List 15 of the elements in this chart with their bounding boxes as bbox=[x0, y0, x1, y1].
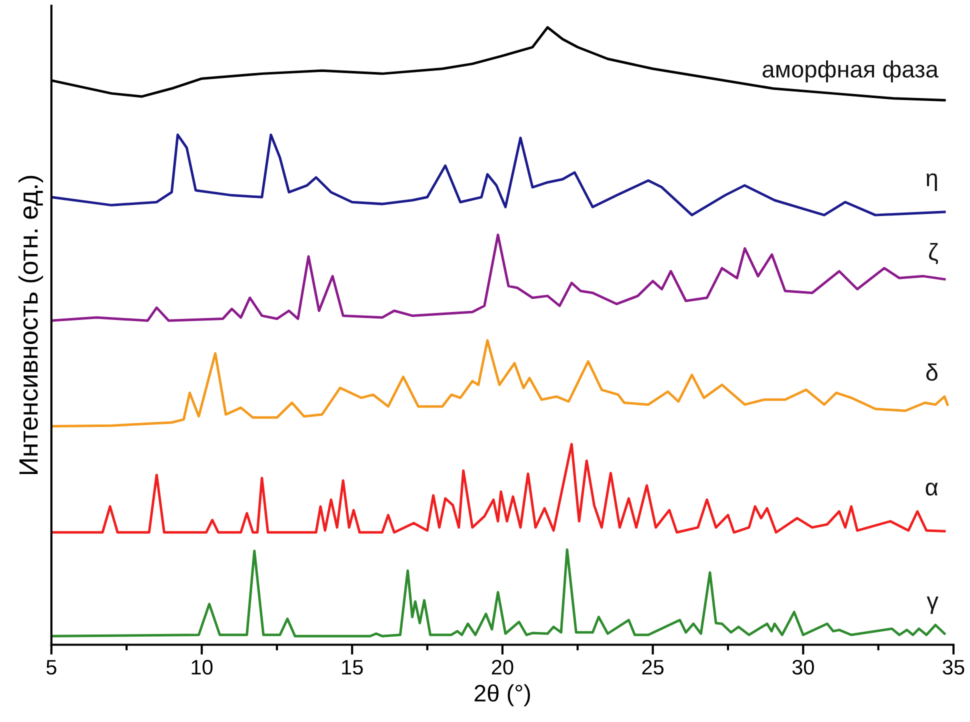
series-label: η bbox=[926, 173, 937, 191]
x-tick-label: 15 bbox=[342, 660, 363, 675]
x-tick-label: 5 bbox=[46, 660, 56, 675]
series-label: ζ bbox=[929, 243, 938, 264]
x-axis-title: 2θ (°) bbox=[474, 684, 530, 706]
x-tick-label: 10 bbox=[192, 660, 213, 675]
x-tick-label: 30 bbox=[792, 660, 814, 675]
series-label: аморфная фаза bbox=[762, 60, 938, 82]
series-label: α bbox=[926, 482, 938, 496]
x-tick-label: 20 bbox=[492, 660, 514, 675]
series-label: γ bbox=[926, 596, 938, 614]
x-tick-label: 35 bbox=[942, 660, 964, 675]
y-axis-title: Интенсивность (отн. ед.) bbox=[18, 176, 44, 474]
x-tick-label: 25 bbox=[642, 660, 664, 675]
series-label: δ bbox=[926, 363, 938, 381]
